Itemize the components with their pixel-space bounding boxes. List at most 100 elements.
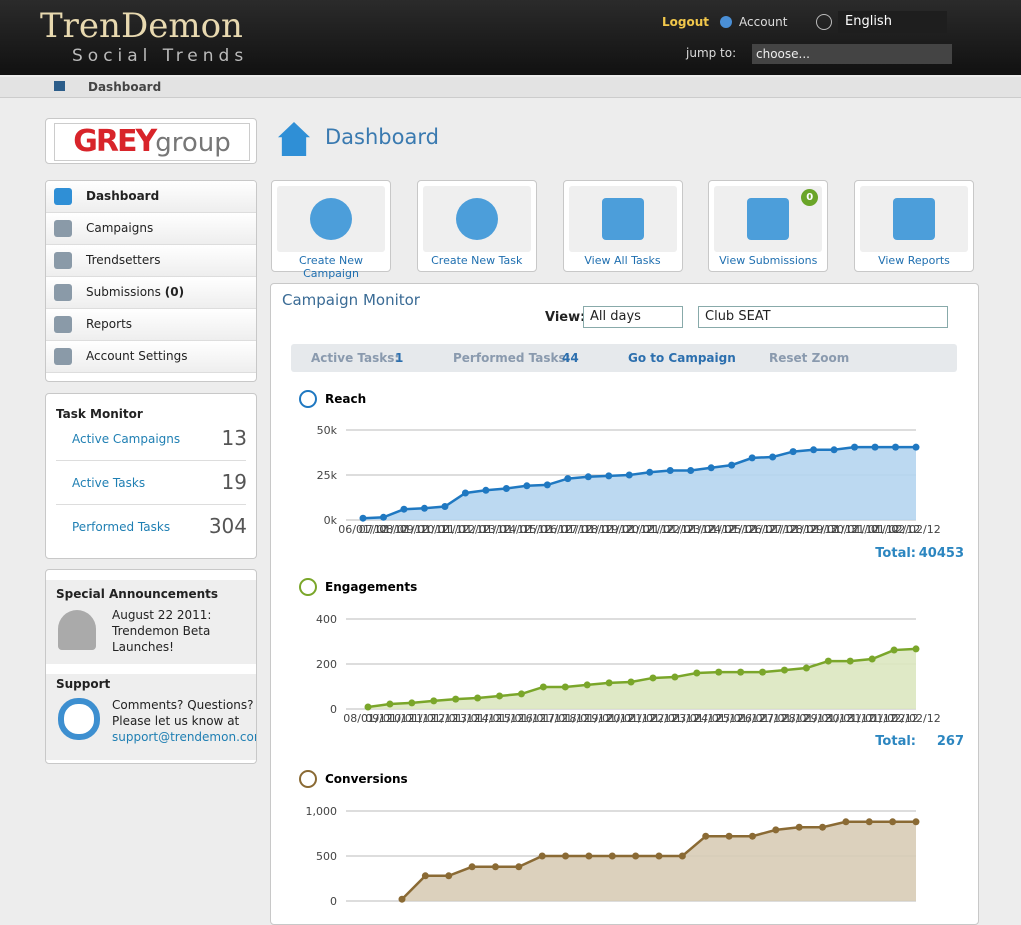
- tile[interactable]: View Reports: [854, 180, 974, 272]
- x-tick-label: 09/01/12: [365, 712, 414, 725]
- x-tick-label: 23/01/12: [686, 523, 735, 536]
- x-tick-label: 11/01/12: [441, 523, 490, 536]
- performed-value: 44: [562, 351, 579, 365]
- point: [398, 895, 406, 903]
- y-tick-label: 200: [316, 658, 337, 671]
- point: [892, 443, 900, 451]
- point: [715, 668, 723, 676]
- point: [789, 448, 797, 456]
- tile[interactable]: Create New Campaign: [271, 180, 391, 280]
- x-tick-label: 16/01/12: [519, 712, 568, 725]
- x-tick-label: 20/01/12: [606, 712, 655, 725]
- y-tick-label: 500: [316, 850, 337, 863]
- x-tick-label: 02/02/12: [891, 712, 940, 725]
- tile-bg: [277, 186, 385, 252]
- campaign-select[interactable]: Club SEAT: [698, 306, 948, 328]
- announce-text: August 22 2011: Trendemon Beta Launches!: [112, 607, 211, 655]
- point: [445, 872, 453, 880]
- x-tick-label: 02/02/12: [891, 523, 940, 536]
- announce-line: Launches!: [112, 640, 174, 654]
- x-tick-label: 29/01/12: [809, 523, 858, 536]
- menu-label: Submissions: [86, 285, 161, 299]
- tile-label: Create New Task: [431, 254, 523, 267]
- divider: [56, 504, 246, 505]
- menu-label: Account Settings: [86, 349, 188, 363]
- x-tick-label: 13/01/12: [453, 712, 502, 725]
- x-tick-label: 01/02/12: [871, 523, 920, 536]
- point: [871, 443, 879, 451]
- point: [625, 471, 633, 479]
- menu-item[interactable]: Submissions (0): [46, 277, 256, 309]
- support-line: Comments? Questions?: [112, 698, 254, 712]
- support-email[interactable]: support@trendemon.com: [112, 730, 257, 744]
- chart-icon: [299, 390, 317, 408]
- point: [408, 699, 416, 707]
- tile[interactable]: View Submissions 0: [708, 180, 829, 272]
- account-menu[interactable]: Account: [739, 15, 788, 29]
- menu-label: Reports: [86, 317, 133, 331]
- point: [666, 467, 674, 474]
- total-label: Total:: [875, 546, 916, 561]
- menu-icon: [54, 188, 72, 205]
- menu-icon: [54, 284, 72, 301]
- point: [868, 655, 876, 663]
- view-select[interactable]: All days: [583, 306, 683, 328]
- submissions-count: (0): [164, 285, 185, 299]
- tile[interactable]: View All Tasks: [562, 180, 683, 272]
- x-tick-label: 31/01/12: [850, 523, 899, 536]
- point: [655, 852, 663, 860]
- support-line: Please let us know at: [112, 714, 240, 728]
- brand-light: group: [155, 128, 231, 158]
- y-tick-label: 50k: [317, 424, 338, 437]
- point: [890, 646, 898, 654]
- point: [707, 464, 715, 472]
- menu-label: Campaigns: [86, 221, 154, 235]
- task-link[interactable]: Performed Tasks: [72, 520, 171, 534]
- point: [810, 446, 818, 454]
- point: [725, 832, 733, 840]
- menu-item[interactable]: Dashboard: [46, 181, 256, 213]
- point: [564, 475, 572, 483]
- total-value: 267: [937, 734, 964, 749]
- jump-select[interactable]: choose...: [752, 44, 952, 64]
- menu-item[interactable]: Campaigns: [46, 213, 256, 245]
- tile[interactable]: Create New Task: [416, 180, 537, 272]
- line: [362, 445, 917, 520]
- point: [671, 673, 679, 681]
- announce-line: Trendemon Beta: [112, 624, 211, 638]
- point: [646, 468, 654, 476]
- chart-title: Reach: [325, 392, 366, 406]
- language-select[interactable]: English: [838, 11, 947, 33]
- logout-link[interactable]: Logout: [662, 15, 710, 29]
- menu-item[interactable]: Account Settings: [46, 341, 256, 373]
- chart-icon: [299, 578, 317, 596]
- point: [608, 852, 616, 860]
- point: [728, 461, 736, 469]
- point: [430, 697, 438, 705]
- active-label: Active Tasks:: [311, 351, 400, 365]
- x-tick-label: 13/01/12: [482, 523, 531, 536]
- x-tick-label: 28/01/12: [789, 523, 838, 536]
- x-tick-label: 18/01/12: [584, 523, 633, 536]
- charts: Reach0k25k50k06/01/1207/01/1208/01/1209/…: [299, 390, 964, 905]
- tile-label: View Reports: [878, 254, 950, 267]
- x-tick-label: 12/01/12: [431, 712, 480, 725]
- stats-bar: Active Tasks: 1 Performed Tasks: 44 Go t…: [291, 344, 957, 372]
- support-text: Comments? Questions? Please let us know a…: [112, 697, 257, 745]
- tile-label: View Submissions: [719, 254, 818, 267]
- point: [515, 863, 523, 871]
- menu-item[interactable]: Reports: [46, 309, 256, 341]
- task-link[interactable]: Active Tasks: [72, 476, 146, 490]
- tile-icon: [455, 198, 498, 240]
- breadcrumb-bar: Dashboard: [0, 77, 1021, 98]
- jump-label: jump to:: [686, 46, 737, 60]
- task-link[interactable]: Active Campaigns: [72, 432, 181, 446]
- x-tick-label: 24/01/12: [707, 523, 756, 536]
- menu-item[interactable]: Trendsetters: [46, 245, 256, 277]
- goto-link[interactable]: Go to Campaign: [628, 351, 736, 365]
- side-menu: Dashboard Campaigns Trendsetters Submission…: [45, 180, 257, 382]
- reset-zoom[interactable]: Reset Zoom: [769, 351, 850, 365]
- point: [737, 668, 745, 676]
- y-tick-label: 400: [316, 613, 337, 626]
- home-icon[interactable]: [54, 81, 65, 91]
